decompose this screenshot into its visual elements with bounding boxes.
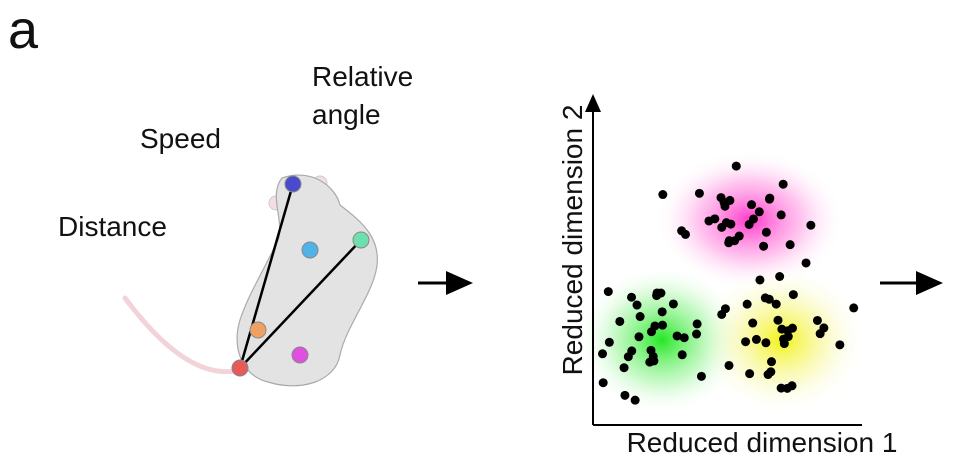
embedding-point	[722, 218, 731, 227]
embedding-point	[735, 232, 744, 241]
embedding-point	[697, 372, 706, 381]
x-axis-label: Reduced dimension 1	[627, 427, 898, 458]
embedding-point	[765, 295, 774, 304]
embedding-point	[615, 317, 624, 326]
mouse-tail	[125, 298, 240, 372]
embedding-point	[819, 323, 828, 332]
feature-label: Relative	[312, 61, 413, 92]
embedding-point	[658, 321, 667, 330]
embedding-point	[773, 316, 782, 325]
embedding-point	[620, 391, 629, 400]
embedding-point	[627, 293, 636, 302]
embedding-point	[599, 378, 608, 387]
keypoint	[232, 360, 248, 376]
embedding-point	[806, 221, 815, 230]
embedding-point	[636, 312, 645, 321]
feature-label: Distance	[58, 211, 167, 242]
embedding-point	[786, 240, 795, 249]
embedding-point	[755, 207, 764, 216]
embedding-point	[779, 180, 788, 189]
keypoint	[353, 232, 369, 248]
embedding-point	[627, 346, 636, 355]
embedding-plot	[577, 96, 867, 425]
embedding-point	[777, 210, 786, 219]
embedding-point	[741, 337, 750, 346]
embedding-point	[767, 357, 776, 366]
embedding-point	[762, 228, 771, 237]
embedding-point	[631, 396, 640, 405]
embedding-point	[680, 333, 689, 342]
embedding-point	[692, 330, 701, 339]
embedding-point	[783, 326, 792, 335]
keypoint	[285, 176, 301, 192]
embedding-point	[725, 361, 734, 370]
embedding-point	[646, 346, 655, 355]
embedding-point	[598, 349, 607, 358]
embedding-point	[695, 189, 704, 198]
embedding-point	[724, 238, 733, 247]
embedding-point	[678, 350, 687, 359]
embedding-point	[704, 216, 713, 225]
embedding-point	[775, 272, 784, 281]
embedding-point	[693, 319, 702, 328]
embedding-point	[732, 162, 741, 171]
embedding-point	[835, 340, 844, 349]
embedding-point	[717, 193, 726, 202]
embedding-point	[802, 258, 811, 267]
embedding-point	[755, 275, 764, 284]
embedding-point	[849, 303, 858, 312]
embedding-point	[604, 287, 613, 296]
embedding-point	[681, 230, 690, 239]
panel-label: a	[8, 0, 39, 60]
embedding-point	[748, 319, 757, 328]
embedding-point	[779, 335, 788, 344]
embedding-point	[813, 316, 822, 325]
embedding-point	[633, 301, 642, 310]
embedding-point	[634, 332, 643, 341]
embedding-point	[766, 367, 775, 376]
embedding-point	[745, 220, 754, 229]
embedding-point	[747, 200, 756, 209]
embedding-point	[721, 304, 730, 313]
figure: a Speed Distance Relative angle Reduced …	[0, 0, 954, 464]
keypoint	[302, 242, 318, 258]
mouse	[125, 175, 377, 386]
keypoint	[292, 347, 308, 363]
embedding-point	[759, 242, 768, 251]
embedding-point	[650, 321, 659, 330]
feature-label: Speed	[140, 123, 221, 154]
embedding-point	[789, 290, 798, 299]
embedding-point	[765, 195, 774, 204]
embedding-point	[605, 338, 614, 347]
embedding-point	[752, 335, 761, 344]
keypoint	[250, 322, 266, 338]
embedding-point	[658, 307, 667, 316]
embedding-point	[652, 291, 661, 300]
embedding-point	[620, 363, 629, 372]
embedding-point	[783, 384, 792, 393]
embedding-point	[658, 190, 667, 199]
embedding-point	[745, 369, 754, 378]
feature-label: angle	[312, 99, 381, 130]
embedding-point	[669, 299, 678, 308]
embedding-point	[743, 300, 752, 309]
embedding-point	[761, 338, 770, 347]
y-axis-label: Reduced dimension 2	[557, 105, 588, 376]
